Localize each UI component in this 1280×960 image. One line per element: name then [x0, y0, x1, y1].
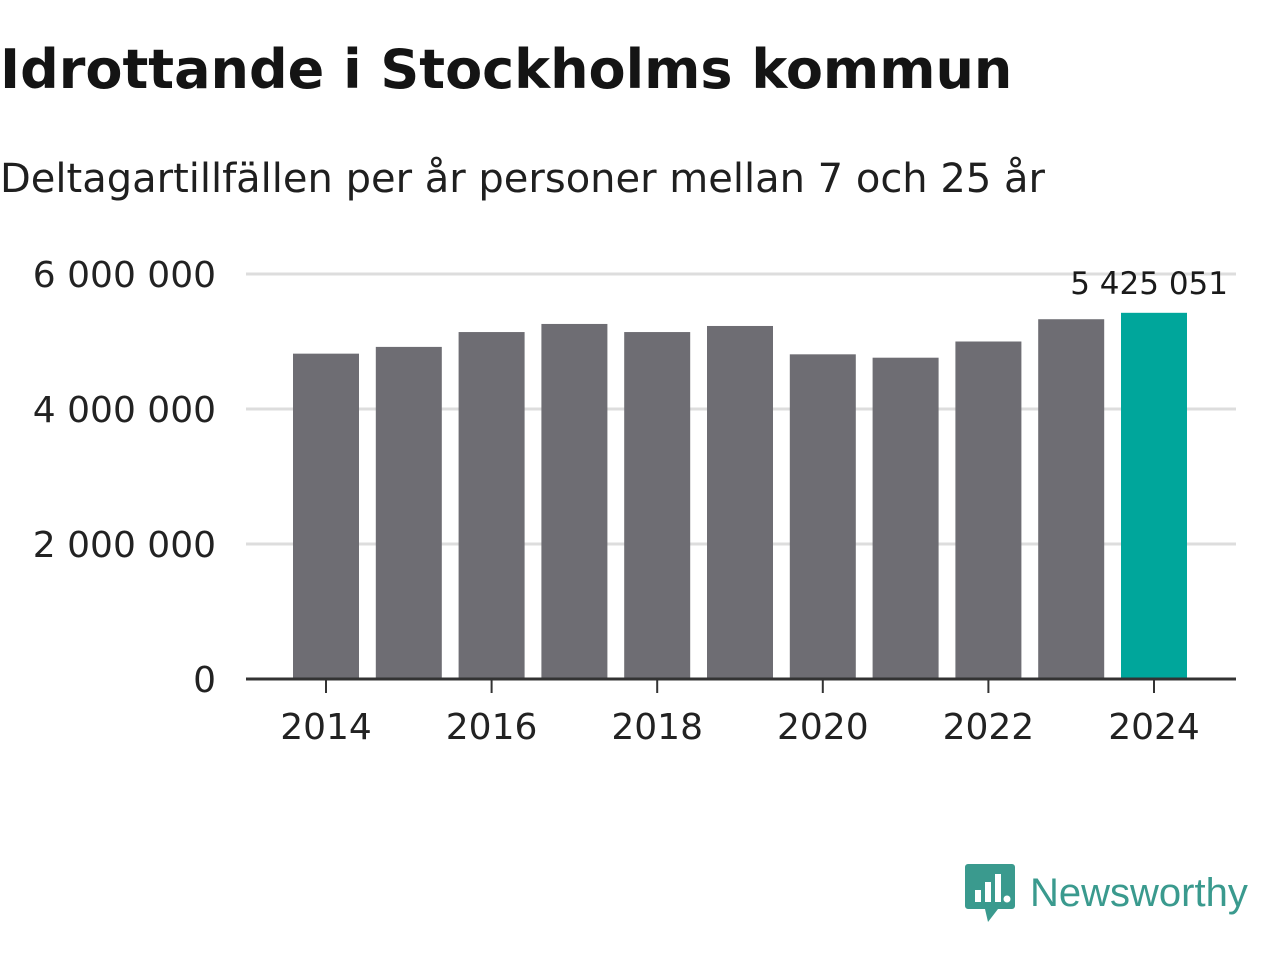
bar: [789, 354, 856, 679]
brand-name: Newsworthy: [1030, 870, 1248, 915]
bar: [293, 353, 359, 679]
y-tick-label: 4 000 000: [33, 390, 216, 431]
bar: [458, 332, 525, 679]
newsworthy-brand: Newsworthy: [964, 862, 1248, 924]
y-tick-label: 0: [193, 660, 216, 701]
bar: [955, 341, 1022, 679]
y-tick-label: 6 000 000: [33, 255, 216, 296]
x-tick-label: 2020: [777, 707, 869, 748]
bar-highlight: [1121, 312, 1187, 679]
x-tick-label: 2016: [446, 707, 538, 748]
x-tick-label: 2024: [1108, 707, 1200, 748]
chart-subtitle: Deltagartillfällen per år personer mella…: [0, 156, 1045, 202]
bar: [872, 357, 939, 679]
data-label: 5 425 051: [1070, 266, 1228, 302]
x-tick-label: 2014: [280, 707, 372, 748]
x-tick-label: 2022: [943, 707, 1035, 748]
chart-title: Idrottande i Stockholms kommun: [0, 38, 1013, 101]
newsworthy-logo-icon: [965, 864, 1015, 922]
bar: [624, 332, 691, 679]
x-tick-label: 2018: [611, 707, 703, 748]
bar: [541, 323, 608, 679]
y-tick-label: 2 000 000: [33, 525, 216, 566]
bar: [1038, 319, 1105, 679]
bar: [375, 346, 442, 679]
bar: [707, 325, 773, 679]
